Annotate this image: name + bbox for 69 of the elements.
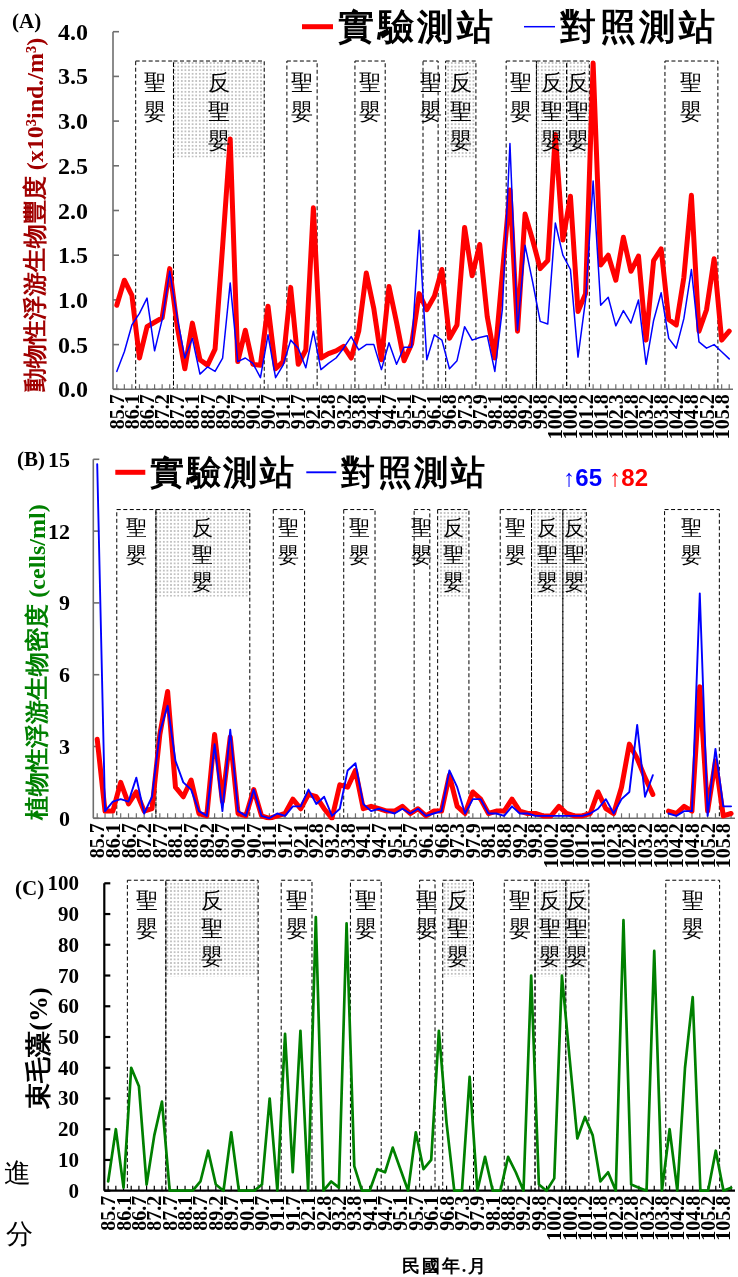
y-tick-label: 3.5 — [58, 63, 88, 90]
annotation: 聖嬰 — [135, 887, 158, 941]
y-tick-label: 15 — [48, 446, 70, 472]
annotation: 聖嬰 — [278, 515, 300, 567]
y-tick-label: 50 — [58, 1025, 79, 1049]
y-tick-label: 4.0 — [58, 18, 88, 45]
y-tick-label: 100 — [47, 871, 79, 896]
legend-label: 對照測站 — [340, 453, 488, 491]
legend-label: 對照測站 — [559, 6, 718, 47]
annotation: 聖嬰 — [359, 69, 382, 124]
y-tick-label: 10 — [58, 1147, 79, 1172]
legend-label: 實驗測站 — [338, 6, 496, 47]
y-tick-label: 20 — [58, 1117, 79, 1142]
y-axis-title: 束毛藻(%) — [23, 987, 53, 1110]
annotation: ↑65 — [563, 464, 602, 491]
annotation: 反聖嬰 — [207, 69, 230, 153]
y-tick-label: 9 — [59, 590, 70, 616]
annotation: 聖嬰 — [291, 69, 314, 124]
y-tick-label: 12 — [48, 518, 70, 544]
y-tick-label: 30 — [58, 1086, 79, 1111]
x-axis-title: 民國年.月 — [401, 1256, 489, 1276]
y-tick-label: 0 — [59, 805, 70, 831]
y-tick-label: 0.5 — [58, 331, 88, 358]
y-tick-label: 70 — [58, 963, 79, 988]
annotation: 聖嬰 — [508, 887, 531, 941]
text: 分 — [5, 1219, 33, 1249]
annotation: 反聖嬰 — [200, 887, 223, 969]
y-axis-title: 植物性浮游生物密度 (cells/ml) — [24, 504, 50, 821]
annotation: 反聖嬰 — [536, 515, 558, 594]
annotation: 聖嬰 — [681, 515, 703, 567]
annotation: 反聖嬰 — [449, 69, 472, 153]
y-tick-label: 6 — [59, 662, 70, 688]
annotation: 聖嬰 — [143, 69, 166, 124]
annotation: 聖嬰 — [419, 69, 442, 124]
y-tick-label: 1.0 — [58, 286, 88, 313]
annotation: 反聖嬰 — [539, 887, 562, 969]
y-tick-label: 2.0 — [58, 197, 88, 224]
y-tick-label: 90 — [58, 902, 79, 927]
annotation: 聖嬰 — [505, 515, 527, 567]
annotation: 聖嬰 — [680, 69, 703, 124]
annotation: 反聖嬰 — [564, 515, 586, 594]
annotation: 聖嬰 — [285, 887, 308, 941]
y-tick-label: 40 — [58, 1055, 79, 1080]
y-tick-label: 60 — [58, 994, 79, 1019]
chart-title: (A) — [12, 9, 42, 33]
y-tick-label: 0 — [68, 1178, 79, 1203]
y-tick-label: 3.0 — [58, 108, 88, 135]
y-tick-label: 0.0 — [58, 376, 88, 403]
y-tick-label: 80 — [58, 932, 79, 957]
y-tick-label: 2.5 — [58, 152, 88, 179]
y-tick-label: 3 — [59, 734, 70, 759]
annotation: 聖嬰 — [681, 887, 704, 941]
annotation: 聖嬰 — [354, 887, 377, 941]
annotation: 反聖嬰 — [442, 515, 464, 594]
annotation: 聖嬰 — [348, 515, 370, 567]
annotation: 反聖嬰 — [192, 515, 214, 594]
annotation: 反聖嬰 — [566, 887, 589, 969]
annotation: ↑82 — [609, 464, 648, 491]
annotation: 反聖嬰 — [567, 69, 589, 153]
y-tick-label: 1.5 — [58, 242, 88, 269]
text: 進 — [3, 1158, 31, 1188]
annotation: 反聖嬰 — [447, 887, 470, 969]
annotation: 聖嬰 — [416, 887, 439, 941]
legend-label: 實驗測站 — [150, 453, 297, 491]
annotation: 聖嬰 — [125, 515, 147, 567]
annotation: 聖嬰 — [510, 69, 533, 124]
y-axis-title: 動物性浮游生物豐度 (x10³ind./m³) — [22, 37, 48, 394]
chart-title: (B) — [17, 447, 45, 471]
chart-title: (C) — [15, 876, 45, 900]
